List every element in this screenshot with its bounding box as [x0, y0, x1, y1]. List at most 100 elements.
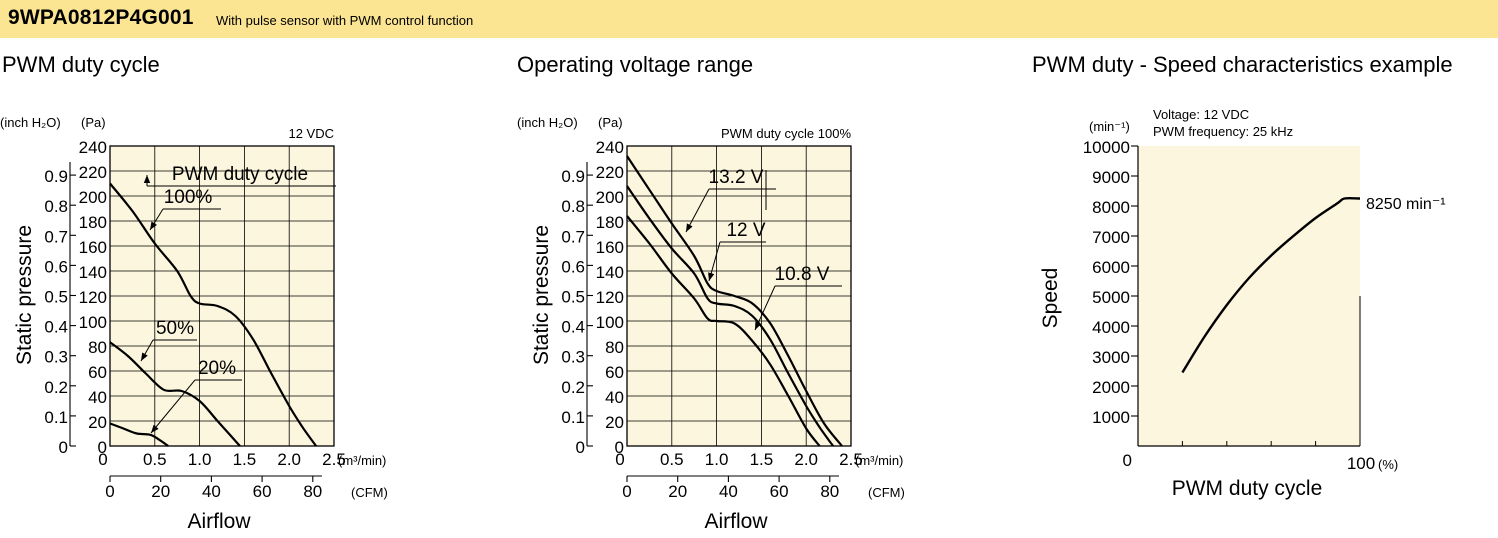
panel-title-pwm: PWM duty cycle — [2, 52, 160, 77]
c1-series-label-2: 10.8 V — [775, 264, 830, 285]
c2-y-tick-label: 2000 — [1092, 378, 1130, 397]
c1-y-axis-title: Static pressure — [530, 225, 553, 365]
c1-cfm-tick-label: 20 — [668, 482, 687, 501]
c0-series-leader-3 — [150, 379, 196, 434]
c0-plot-frame — [109, 145, 335, 447]
c0-inch-tick-label: 0.5 — [44, 288, 68, 307]
c1-condition-label: PWM duty cycle 100% — [721, 126, 851, 141]
c2-x-axis-title: PWM duty cycle — [1172, 477, 1323, 500]
c1-y-tick-label: 0 — [615, 438, 624, 457]
c2-speed-curve — [1181, 196, 1361, 374]
c0-y-tick-label: 180 — [79, 213, 107, 232]
c0-y-tick-label: 160 — [79, 238, 107, 257]
c2-plot-area — [1138, 146, 1360, 446]
c2-y-tick-label: 9000 — [1092, 168, 1130, 187]
c2-max-speed-annotation: 8250 min⁻¹ — [1366, 196, 1446, 213]
c0-y-tick-label: 240 — [79, 138, 107, 157]
c0-inch-tick-label: 0.2 — [44, 378, 68, 397]
c1-series-2-line — [626, 215, 821, 447]
c2-y-unit: (min⁻¹) — [1089, 119, 1130, 134]
c0-inch-tick-label: 0.6 — [44, 257, 68, 276]
c0-leader-arrow — [151, 424, 159, 433]
c0-x-unit-secondary: (CFM) — [351, 485, 388, 500]
c1-y-tick-label: 40 — [605, 388, 624, 407]
c2-y-tick-label: 4000 — [1092, 318, 1130, 337]
c0-inch-tick-label: 0.4 — [44, 318, 68, 337]
c0-y-tick-label: 120 — [79, 288, 107, 307]
c0-y-tick-label: 100 — [79, 313, 107, 332]
c1-y-tick-label: 160 — [596, 238, 624, 257]
c0-y-axis-title: Static pressure — [13, 225, 36, 365]
c1-y-tick-label: 220 — [596, 163, 624, 182]
c0-leader-arrow — [141, 352, 148, 361]
c0-cfm-tick-label: 20 — [151, 482, 170, 501]
c1-y-tick-label: 180 — [596, 213, 624, 232]
c2-y-tick-label: 3000 — [1092, 348, 1130, 367]
c0-x-tick-label: 0.5 — [143, 450, 167, 469]
c0-inch-tick-label: 0.1 — [44, 408, 68, 427]
c0-cfm-tick-label: 60 — [253, 482, 272, 501]
c0-y-tick-label: 220 — [79, 163, 107, 182]
header-bar: 9WPA0812P4G001 With pulse sensor with PW… — [0, 0, 1498, 38]
c0-inch-tick-label: 0.3 — [44, 348, 68, 367]
c0-y-unit-secondary: (inch H₂O) — [0, 115, 61, 130]
c0-condition-label: 12 VDC — [288, 126, 334, 141]
c0-y-tick-label: 80 — [88, 338, 107, 357]
c1-cfm-tick-label: 0 — [622, 482, 631, 501]
c1-cfm-tick-label: 80 — [820, 482, 839, 501]
c1-y-tick-label: 80 — [605, 338, 624, 357]
c2-x-unit: (%) — [1378, 457, 1398, 472]
c0-inch-tick-label: 0.8 — [44, 197, 68, 216]
c1-cfm-tick-label: 40 — [719, 482, 738, 501]
c0-y-unit: (Pa) — [81, 115, 106, 130]
c1-y-tick-label: 100 — [596, 313, 624, 332]
c1-series-label-1: 12 V — [726, 220, 765, 241]
panel-title-speed: PWM duty - Speed characteristics example — [1032, 52, 1453, 77]
c0-series-label-3: 20% — [198, 358, 236, 379]
c0-y-tick-label: 40 — [88, 388, 107, 407]
c1-x-tick-label: 2.5 — [839, 450, 863, 469]
c1-y-unit: (Pa) — [598, 115, 623, 130]
c1-y-unit-secondary: (inch H₂O) — [517, 115, 578, 130]
c0-x-axis-title: Airflow — [187, 510, 251, 533]
c1-x-unit-secondary: (CFM) — [868, 485, 905, 500]
c1-x-tick-label: 1.0 — [705, 450, 729, 469]
c0-y-tick-label: 140 — [79, 263, 107, 282]
c1-series-leader-2 — [754, 285, 776, 331]
c1-inch-tick-label: 0.3 — [561, 348, 585, 367]
c2-x-tick-label: 0 — [1123, 451, 1132, 470]
c2-x-tick-label: 100 — [1347, 454, 1375, 473]
c0-series-label-1: 100% — [164, 187, 213, 208]
c1-y-tick-label: 200 — [596, 188, 624, 207]
c1-y-tick-label: 140 — [596, 263, 624, 282]
c1-x-tick-label: 0 — [615, 450, 624, 469]
c0-series-label-2: 50% — [156, 318, 194, 339]
c2-y-axis-title: Speed — [1039, 268, 1062, 329]
c1-series-label-0: 13.2 V — [709, 167, 764, 188]
c1-inch-tick-label: 0.6 — [561, 257, 585, 276]
c0-y-tick-label: 200 — [79, 188, 107, 207]
c0-x-tick-label: 2.5 — [322, 450, 346, 469]
c0-cfm-tick-label: 0 — [105, 482, 114, 501]
c0-y-tick-label: 60 — [88, 363, 107, 382]
c1-x-unit: (m³/min) — [855, 453, 903, 468]
c2-condition-frequency: PWM frequency: 25 kHz — [1153, 124, 1293, 139]
c0-y-tick-label: 20 — [88, 413, 107, 432]
c1-y-tick-label: 240 — [596, 138, 624, 157]
c1-x-tick-label: 2.0 — [794, 450, 818, 469]
c1-leader-arrow — [708, 272, 715, 281]
c1-y-tick-label: 20 — [605, 413, 624, 432]
c0-x-tick-label: 0 — [98, 450, 107, 469]
c2-y-tick-label: 10000 — [1083, 138, 1130, 157]
c0-cfm-tick-label: 40 — [202, 482, 221, 501]
c0-y-tick-label: 0 — [98, 438, 107, 457]
c0-series-0-line — [109, 182, 317, 447]
c0-series-1-line — [109, 341, 241, 447]
c2-y-tick-label: 6000 — [1092, 258, 1130, 277]
c1-y-tick-label: 60 — [605, 363, 624, 382]
c0-x-tick-label: 1.5 — [233, 450, 257, 469]
c0-series-label-0: PWM duty cycle — [172, 164, 308, 185]
model-description: With pulse sensor with PWM control funct… — [216, 13, 474, 28]
c1-plot-frame — [626, 145, 852, 447]
